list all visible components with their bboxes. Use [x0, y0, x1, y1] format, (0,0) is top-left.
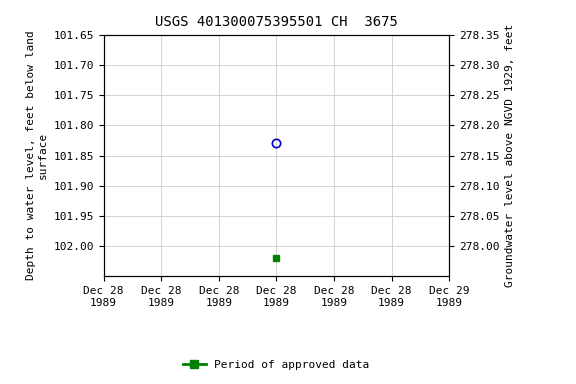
Legend: Period of approved data: Period of approved data: [179, 356, 374, 375]
Title: USGS 401300075395501 CH  3675: USGS 401300075395501 CH 3675: [155, 15, 398, 29]
Y-axis label: Depth to water level, feet below land
surface: Depth to water level, feet below land su…: [26, 31, 48, 280]
Y-axis label: Groundwater level above NGVD 1929, feet: Groundwater level above NGVD 1929, feet: [505, 24, 515, 287]
